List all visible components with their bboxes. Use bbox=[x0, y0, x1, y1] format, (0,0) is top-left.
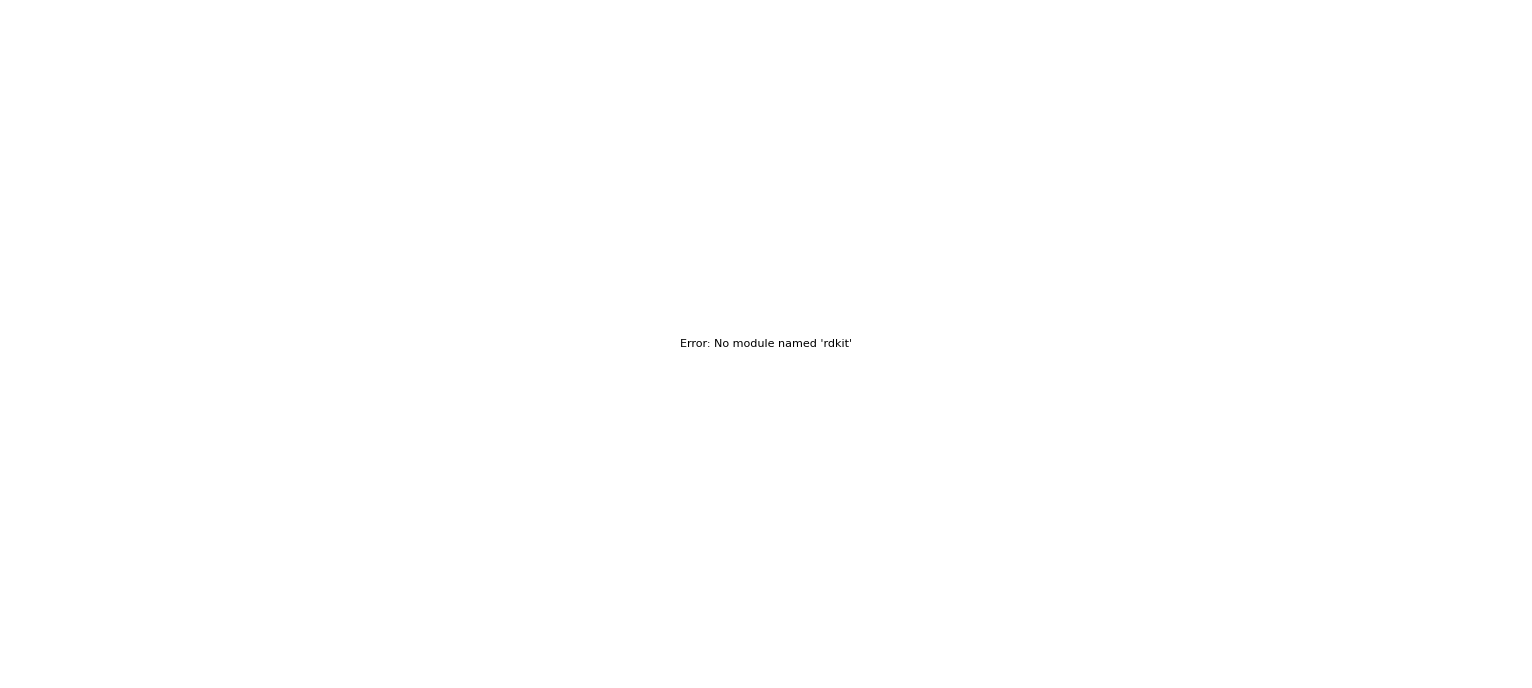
Text: Error: No module named 'rdkit': Error: No module named 'rdkit' bbox=[680, 339, 852, 349]
